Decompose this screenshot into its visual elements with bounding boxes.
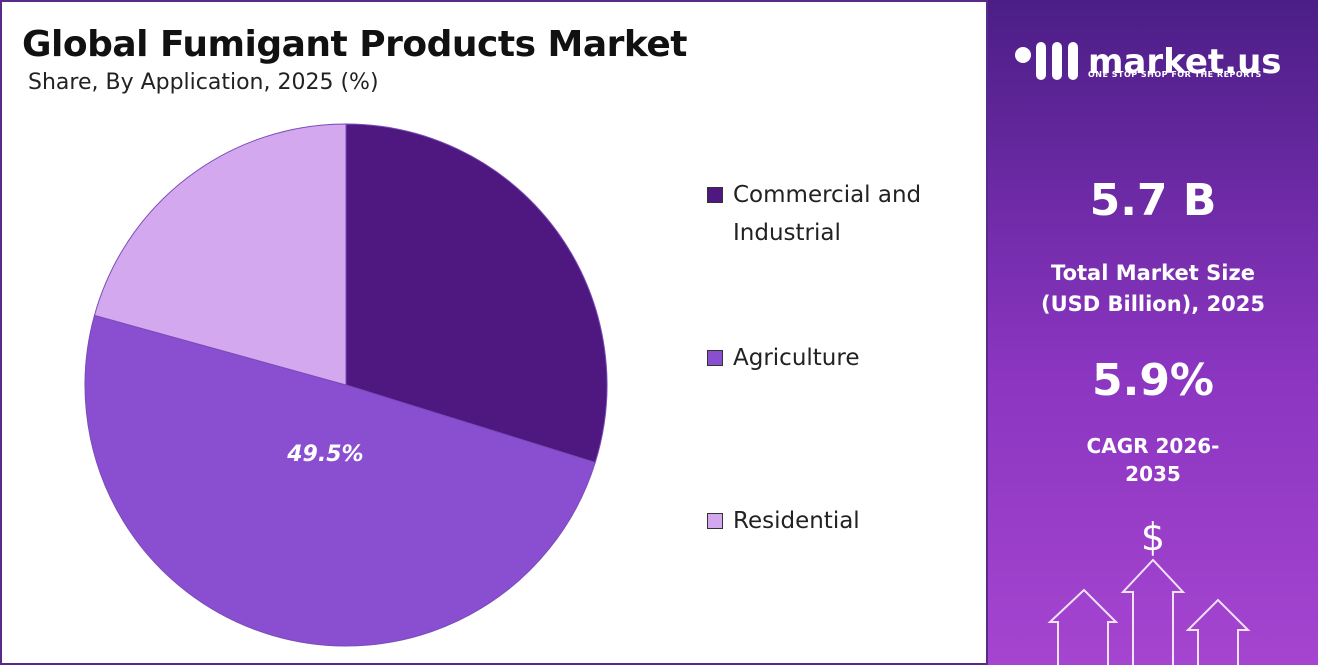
legend-item: Residential bbox=[707, 502, 963, 540]
chart-panel bbox=[0, 0, 988, 665]
legend-swatch bbox=[707, 513, 723, 529]
pie-slice bbox=[345, 123, 608, 464]
pie-slice bbox=[84, 314, 596, 647]
market-size-label: Total Market Size (USD Billion), 2025 bbox=[1040, 261, 1266, 316]
pie-slice bbox=[93, 123, 347, 386]
legend-label: Agriculture bbox=[733, 345, 860, 371]
legend-swatch bbox=[707, 350, 723, 366]
decoration bbox=[1015, 42, 1251, 665]
legend-item: Commercial and Industrial bbox=[707, 176, 963, 252]
data-label: 49.5% bbox=[286, 442, 363, 467]
legend-label: Commercial and Industrial bbox=[733, 182, 922, 246]
pie-chart: 49.5% bbox=[84, 123, 608, 647]
info-panel: market.us ONE STOP SHOP FOR THE REPORTS … bbox=[988, 0, 1318, 665]
logo-text: market.us bbox=[1088, 42, 1282, 82]
market-size: 5.7 B bbox=[1089, 175, 1217, 226]
chart-title: Global Fumigant Products Market bbox=[22, 24, 688, 65]
cagr: 5.9% bbox=[1091, 355, 1215, 406]
legend-item: Agriculture bbox=[707, 339, 963, 377]
legend-swatch bbox=[707, 187, 723, 203]
chart-subtitle: Share, By Application, 2025 (%) bbox=[28, 70, 379, 95]
legend-label: Residential bbox=[733, 508, 860, 534]
cagr-label: CAGR 2026-2035 bbox=[1086, 434, 1220, 486]
dollar-icon: $ bbox=[1140, 515, 1166, 559]
logo-tagline: ONE STOP SHOP FOR THE REPORTS bbox=[1088, 70, 1262, 79]
